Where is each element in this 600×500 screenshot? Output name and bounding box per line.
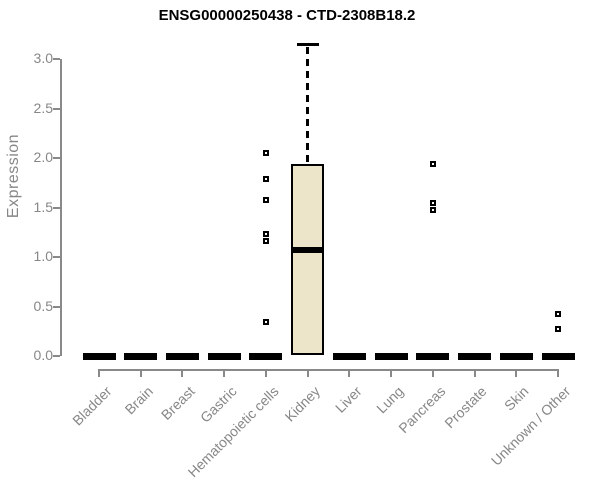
boxplot-collapsed-box [249, 352, 283, 360]
y-axis-tick-label: 1.0 [33, 248, 53, 264]
boxplot-whisker-cap [296, 42, 319, 46]
y-axis-tick [53, 256, 60, 258]
y-axis-tick [53, 355, 60, 357]
boxplot-collapsed-box [82, 352, 116, 360]
x-axis-tick [473, 369, 476, 377]
boxplot-collapsed-box [124, 352, 158, 360]
boxplot-collapsed-box [416, 352, 450, 360]
outlier-point [262, 196, 269, 203]
x-axis-tick-label: Bladder [68, 383, 115, 429]
x-axis-tick [181, 369, 184, 377]
boxplot-collapsed-box [165, 352, 199, 360]
y-axis-tick-label: 1.5 [33, 198, 53, 215]
x-axis-tick-label: Skin [501, 383, 532, 414]
outlier-point [555, 311, 561, 318]
outlier-point [429, 160, 436, 167]
x-axis-line [98, 369, 559, 371]
outlier-point [262, 175, 269, 182]
x-axis-tick [515, 369, 518, 377]
outlier-point [429, 207, 436, 214]
x-axis-tick-label: Lung [373, 383, 407, 417]
y-axis-line [60, 59, 62, 356]
x-axis-tick [139, 369, 142, 377]
x-axis-tick [557, 369, 559, 377]
y-axis-tick [53, 305, 60, 308]
x-axis-tick [431, 369, 434, 377]
x-axis-tick-label: Breast [157, 383, 198, 423]
boxplot-median [293, 247, 323, 254]
y-axis-tick [53, 58, 60, 60]
boxplot-collapsed-box [458, 352, 492, 360]
boxplot-collapsed-box [499, 352, 533, 360]
x-axis-tick [98, 369, 100, 377]
x-axis-tick [348, 369, 351, 377]
outlier-point [262, 319, 269, 326]
y-axis-tick [53, 107, 60, 110]
boxplot-box [291, 163, 325, 355]
boxplot-upper-whisker [306, 47, 310, 164]
y-axis-tick [53, 206, 60, 209]
y-axis-tick-label: 0.5 [33, 297, 53, 314]
x-axis-tick-label: Unknown / Other [487, 383, 574, 469]
outlier-point [555, 326, 561, 333]
boxplot-collapsed-box [374, 352, 408, 360]
x-axis-tick-label: Liver [331, 383, 365, 416]
boxplot-collapsed-box [541, 352, 575, 360]
x-axis-tick [264, 369, 267, 377]
x-axis-tick-label: Prostate [441, 383, 490, 432]
x-axis-tick [390, 369, 393, 377]
x-axis-tick-label: Brain [121, 383, 157, 418]
y-axis-tick-label: 2.0 [33, 149, 53, 165]
y-axis-tick [53, 157, 60, 159]
y-axis-tick-label: 3.0 [33, 50, 53, 66]
y-axis-tick-label: 0.0 [33, 347, 53, 363]
outlier-point [262, 150, 269, 157]
x-axis-tick [306, 369, 309, 377]
x-axis-tick-label: Kidney [281, 383, 323, 425]
outlier-point [429, 199, 436, 206]
x-axis-tick [223, 369, 226, 377]
boxplot-collapsed-box [332, 352, 366, 360]
outlier-point [262, 238, 269, 245]
boxplot-collapsed-box [207, 352, 241, 360]
outlier-point [262, 231, 269, 238]
y-axis-tick-label: 2.5 [33, 99, 53, 116]
chart-title: ENSG00000250438 - CTD-2308B18.2 [158, 7, 416, 24]
